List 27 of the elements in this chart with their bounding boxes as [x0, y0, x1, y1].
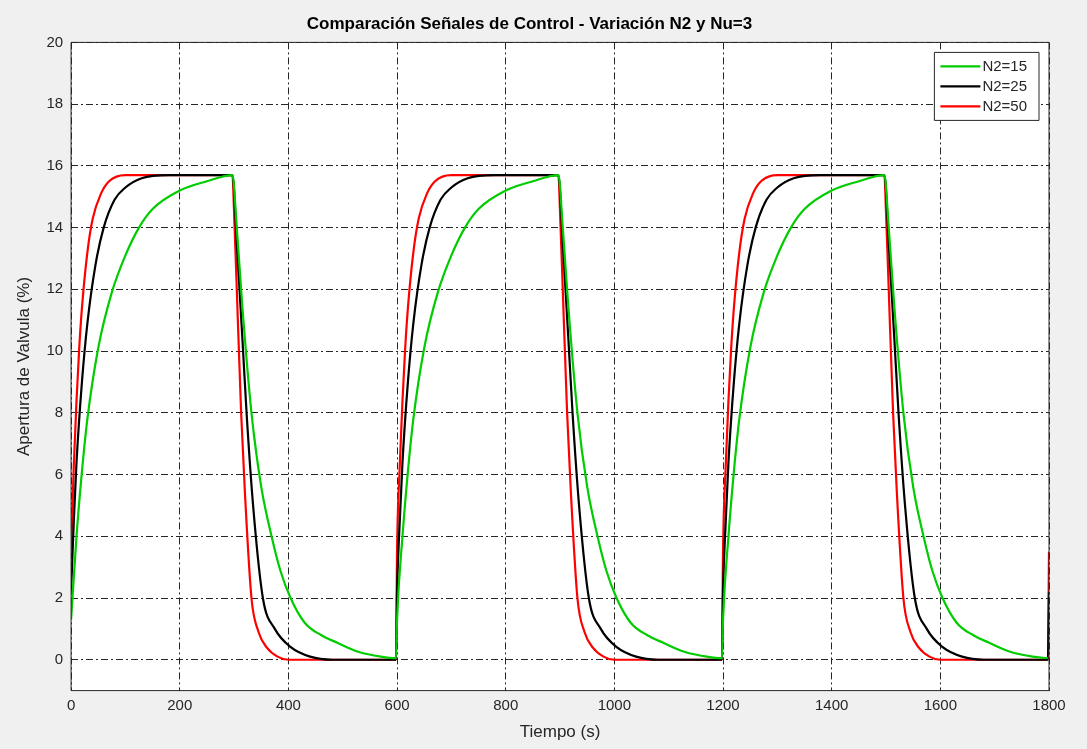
x-tick-label: 600 [384, 695, 410, 713]
x-tick-label: 1400 [815, 695, 849, 713]
y-tick-label: 12 [46, 279, 64, 297]
x-tick-label: 1800 [1032, 695, 1066, 713]
x-axis-title: Tiempo (s) [519, 722, 601, 742]
y-tick-label: 10 [46, 341, 64, 359]
x-tick-label: 1200 [706, 695, 740, 713]
x-tick-label: 1000 [597, 695, 632, 713]
y-tick-label: 2 [54, 588, 64, 606]
legend-label: N2=25 [982, 76, 1028, 94]
y-tick-label: 14 [46, 217, 64, 235]
y-tick-label: 6 [54, 464, 64, 482]
y-axis-title: Apertura de Valvula (%) [13, 276, 33, 457]
x-tick-label: 800 [493, 695, 519, 713]
y-tick-label: 8 [54, 402, 64, 420]
legend-label: N2=50 [982, 96, 1028, 114]
y-tick-label: 18 [46, 94, 64, 112]
x-tick-label: 0 [66, 695, 76, 713]
chart-title: Comparación Señales de Control - Variación N2 y Nu=3 [306, 13, 753, 33]
legend-label: N2=15 [982, 56, 1028, 74]
y-tick-label: 20 [46, 32, 64, 50]
x-tick-label: 400 [275, 695, 301, 713]
y-tick-label: 0 [54, 649, 64, 667]
y-tick-label: 4 [54, 526, 64, 544]
y-tick-label: 16 [46, 156, 64, 174]
x-tick-label: 1600 [923, 695, 958, 713]
x-tick-label: 200 [167, 695, 193, 713]
